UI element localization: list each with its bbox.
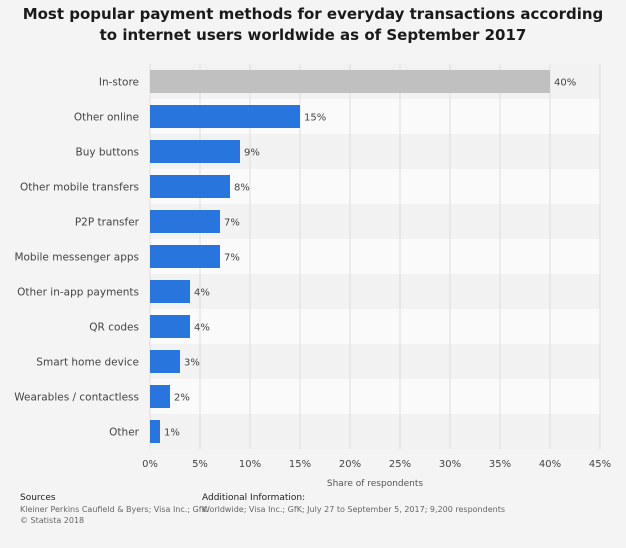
row-band (150, 309, 600, 344)
row-band (150, 239, 600, 274)
category-label: Other online (74, 112, 139, 124)
row-band (150, 379, 600, 414)
row-band (150, 414, 600, 449)
x-tick-label: 40% (539, 459, 561, 470)
additional-info-block: Additional Information: Worldwide; Visa … (202, 493, 505, 515)
bar-smart-home-device (150, 350, 180, 373)
value-label: 2% (174, 393, 190, 404)
bar-mobile-messenger-apps (150, 245, 220, 268)
category-label: In-store (99, 77, 139, 89)
bar-other-online (150, 105, 300, 128)
category-label: Buy buttons (75, 147, 139, 159)
value-label: 4% (194, 288, 210, 299)
row-band (150, 344, 600, 379)
category-label: Other (109, 427, 139, 439)
category-label: P2P transfer (75, 217, 140, 229)
bar-wearables-contactless (150, 385, 170, 408)
chart-title: Most popular payment methods for everyda… (22, 5, 604, 44)
bar-qr-codes (150, 315, 190, 338)
value-label: 7% (224, 218, 240, 229)
sources-heading: Sources (20, 493, 56, 503)
value-label: 9% (244, 148, 260, 159)
x-tick-label: 30% (439, 459, 461, 470)
category-label: Wearables / contactless (14, 392, 139, 404)
bar-p2p-transfer (150, 210, 220, 233)
value-label: 3% (184, 358, 200, 369)
bar-in-store (150, 70, 550, 93)
category-label: Smart home device (36, 357, 139, 369)
bar-other-mobile-transfers (150, 175, 230, 198)
bar-buy-buttons (150, 140, 240, 163)
row-band (150, 204, 600, 239)
bar-other-in-app-payments (150, 280, 190, 303)
value-label: 15% (304, 113, 326, 124)
x-tick-label: 45% (589, 459, 611, 470)
additional-info-heading: Additional Information: (202, 493, 306, 503)
category-label: Mobile messenger apps (14, 252, 139, 264)
value-label: 40% (554, 78, 576, 89)
additional-info-text: Worldwide; Visa Inc.; GfK; July 27 to Se… (202, 505, 505, 514)
x-axis-title: Share of respondents (327, 479, 424, 489)
x-tick-label: 25% (389, 459, 411, 470)
value-label: 8% (234, 183, 250, 194)
x-tick-label: 10% (239, 459, 261, 470)
x-tick-label: 20% (339, 459, 361, 470)
category-label: Other mobile transfers (20, 182, 139, 194)
x-tick-label: 15% (289, 459, 311, 470)
x-tick-label: 0% (142, 459, 158, 470)
sources-block: Sources Kleiner Perkins Caufield & Byers… (20, 493, 207, 526)
category-label: QR codes (89, 322, 139, 334)
x-tick-label: 5% (192, 459, 208, 470)
value-label: 7% (224, 253, 240, 264)
value-label: 1% (164, 428, 180, 439)
copyright-text: © Statista 2018 (20, 516, 85, 525)
value-label: 4% (194, 323, 210, 334)
x-tick-label: 35% (489, 459, 511, 470)
bar-other (150, 420, 160, 443)
sources-text: Kleiner Perkins Caufield & Byers; Visa I… (20, 505, 207, 514)
row-band (150, 274, 600, 309)
category-label: Other in-app payments (17, 287, 139, 299)
